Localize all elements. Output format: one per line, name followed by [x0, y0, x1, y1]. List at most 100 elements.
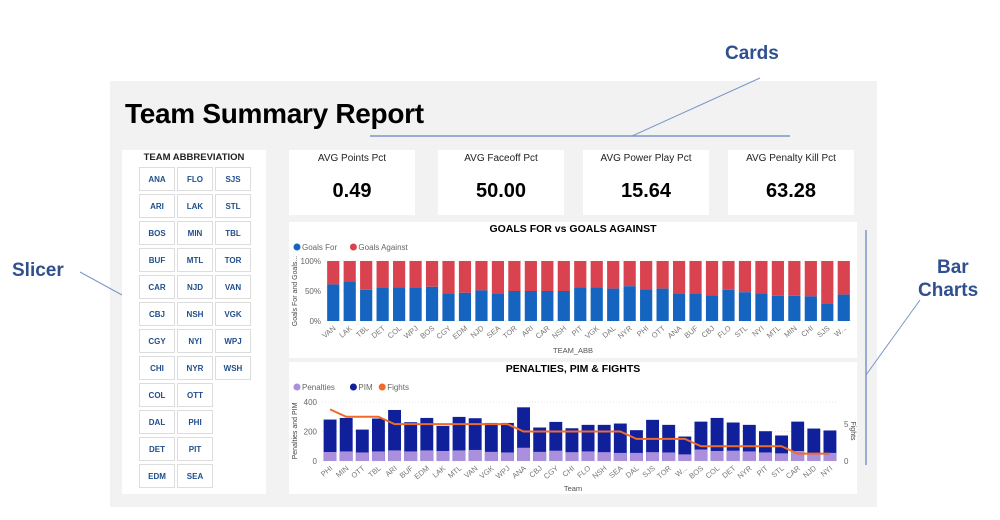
- slicer-item-lak[interactable]: LAK: [177, 194, 213, 218]
- y-axis-label: Goals For and Goals...: [292, 256, 299, 326]
- slicer-item-chi[interactable]: CHI: [139, 356, 175, 380]
- slicer-item-edm[interactable]: EDM: [139, 464, 175, 488]
- slicer-item-mtl[interactable]: MTL: [177, 248, 213, 272]
- slicer-item-sjs[interactable]: SJS: [215, 167, 251, 191]
- x-tick-label: CAR: [534, 323, 552, 340]
- slicer-item-ana[interactable]: ANA: [139, 167, 175, 191]
- bar-goals-for: [672, 294, 686, 321]
- bar-goals-against: [393, 261, 406, 288]
- bar-goals-against: [640, 261, 653, 290]
- slicer-item-nyi[interactable]: NYI: [177, 329, 213, 353]
- bar-penalties: [775, 453, 789, 461]
- bar-goals-against: [425, 261, 439, 287]
- bar-goals-for: [623, 286, 636, 321]
- bar-penalties: [500, 452, 514, 461]
- slicer-item-col[interactable]: COL: [139, 383, 175, 407]
- goals-chart: GOALS FOR vs GOALS AGAINST Goals For Goals…: [289, 222, 857, 358]
- bar-goals-against: [804, 261, 817, 297]
- x-tick-label: BOS: [687, 464, 705, 481]
- x-tick-label: BOS: [418, 324, 436, 341]
- fights-line: [329, 408, 830, 455]
- slicer-item-wpj[interactable]: WPJ: [215, 329, 251, 353]
- y-tick-label: 100%: [301, 257, 321, 266]
- x-tick-label: VAN: [462, 464, 479, 480]
- bar-goals-for: [771, 295, 784, 321]
- bar-goals-against: [574, 261, 587, 288]
- slicer-item-tor[interactable]: TOR: [215, 248, 251, 272]
- slicer-item-sea[interactable]: SEA: [177, 464, 213, 488]
- bar-penalties: [646, 452, 660, 461]
- card-label: AVG Penalty Kill Pct: [746, 153, 836, 164]
- bar-goals-against: [343, 261, 356, 282]
- slicer-item-vgk[interactable]: VGK: [215, 302, 251, 326]
- card-avg-penalty-kill-pct: AVG Penalty Kill Pct 63.28: [728, 150, 854, 215]
- card-label: AVG Points Pct: [317, 153, 387, 164]
- bar-penalties: [678, 454, 692, 461]
- slicer-item-van[interactable]: VAN: [215, 275, 251, 299]
- bar-penalties: [823, 452, 837, 461]
- bar-penalties: [323, 452, 337, 461]
- bar-penalties: [597, 452, 611, 461]
- bar-penalties: [355, 452, 369, 461]
- x-tick-label: VGK: [478, 464, 496, 481]
- legend-label: Penalties: [302, 383, 335, 392]
- bar-pim: [646, 419, 660, 461]
- bar-goals-against: [656, 261, 669, 289]
- bar-penalties: [807, 452, 821, 461]
- slicer-item-buf[interactable]: BUF: [139, 248, 175, 272]
- x-tick-label: CHI: [561, 464, 577, 479]
- slicer-item-stl[interactable]: STL: [215, 194, 251, 218]
- bar-penalties: [533, 451, 547, 461]
- bar-goals-against: [524, 261, 537, 291]
- slicer-item-nyr[interactable]: NYR: [177, 356, 213, 380]
- card-avg-power-play-pct: AVG Power Play Pct 15.64: [583, 150, 709, 215]
- bar-pim: [452, 416, 466, 461]
- slicer-item-det[interactable]: DET: [139, 437, 175, 461]
- x-tick-label: COL: [704, 464, 722, 481]
- x-tick-label: PHI: [635, 324, 650, 339]
- annotation-bar-line1: Bar: [937, 257, 969, 278]
- slicer-item-cbj[interactable]: CBJ: [139, 302, 175, 326]
- y-tick-label: 0%: [309, 317, 321, 326]
- x-tick-label: ARI: [383, 464, 398, 479]
- x-tick-label: SEA: [607, 464, 624, 481]
- bar-goals-for: [376, 288, 389, 321]
- slicer-item-flo[interactable]: FLO: [177, 167, 213, 191]
- slicer-item-cgy[interactable]: CGY: [139, 329, 175, 353]
- x-tick-label: CAR: [784, 463, 802, 480]
- bar-goals-against: [722, 261, 735, 290]
- slicer-tiles: ANA ARI BOS BUF CAR CBJ CGY CHI COL DAL DET EDM FLO L…: [139, 167, 251, 488]
- slicer-item-dal[interactable]: DAL: [139, 410, 175, 434]
- bar-goals-against: [442, 261, 455, 294]
- slicer-item-ari[interactable]: ARI: [139, 194, 175, 218]
- slicer-item-ott[interactable]: OTT: [177, 383, 213, 407]
- slicer-item-bos[interactable]: BOS: [139, 221, 175, 245]
- x-tick-label: STL: [733, 324, 749, 340]
- page-title: Team Summary Report: [125, 98, 424, 129]
- legend-marker: [349, 383, 357, 391]
- slicer-item-wsh[interactable]: WSH: [215, 356, 251, 380]
- slicer-item-car[interactable]: CAR: [139, 275, 175, 299]
- bar-goals-for: [393, 287, 406, 321]
- bar-goals-for: [475, 290, 488, 321]
- bar-goals-for: [837, 294, 850, 321]
- bar-goals-against: [360, 261, 373, 290]
- bar-pim: [500, 422, 514, 461]
- slicer-item-tbl[interactable]: TBL: [215, 221, 251, 245]
- legend-label: PIM: [358, 383, 373, 392]
- bar-penalties: [581, 451, 595, 461]
- slicer-item-min[interactable]: MIN: [177, 221, 213, 245]
- penalties-chart-svg: PENALTIES, PIM & FIGHTS Penalties PIM Fight…: [292, 363, 856, 493]
- x-tick-label: SJS: [815, 324, 831, 340]
- annotation-bar-line2: Charts: [918, 280, 979, 301]
- slicer-item-pit[interactable]: PIT: [177, 437, 213, 461]
- bar-goals-for: [343, 282, 356, 321]
- slicer-item-njd[interactable]: NJD: [177, 275, 213, 299]
- slicer-item-nsh[interactable]: NSH: [177, 302, 213, 326]
- slicer-item-phi[interactable]: PHI: [177, 410, 213, 434]
- bar-goals-for: [557, 291, 570, 321]
- bar-goals-for: [491, 294, 505, 321]
- x-tick-label: VAN: [320, 324, 337, 340]
- x-tick-label: TBL: [366, 464, 382, 480]
- bar-goals-for: [640, 289, 653, 321]
